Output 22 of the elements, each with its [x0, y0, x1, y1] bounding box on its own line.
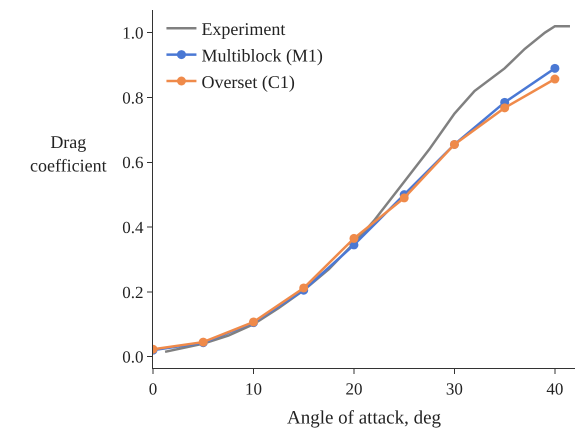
point	[550, 74, 560, 84]
legend-label: Multiblock (M1)	[201, 46, 323, 66]
x-tick-label: 40	[546, 380, 564, 398]
x-tick-label: 0	[148, 380, 158, 398]
x-tick-label: 30	[446, 380, 463, 398]
x-axis-title: Angle of attack, deg	[286, 407, 442, 428]
point	[500, 103, 510, 112]
point	[400, 193, 409, 202]
y-tick-label: 0.4	[122, 218, 144, 238]
legend-label: Overset (C1)	[201, 72, 295, 92]
y-tick-label: 0.8	[122, 88, 144, 108]
legend-label: Experiment	[201, 19, 286, 40]
y-tick-label: 0.6	[122, 153, 144, 172]
y-axis-title: Drag coefficient	[30, 132, 107, 176]
y-tick-label: 0.0	[122, 348, 144, 367]
x-tick-label: 10	[244, 380, 262, 398]
point	[550, 64, 560, 73]
y-tick-label: 1.0	[122, 24, 144, 43]
y-tick-label: 0.2	[122, 282, 144, 302]
x-tick-label: 20	[345, 380, 362, 398]
point	[349, 234, 358, 243]
point	[299, 283, 308, 292]
